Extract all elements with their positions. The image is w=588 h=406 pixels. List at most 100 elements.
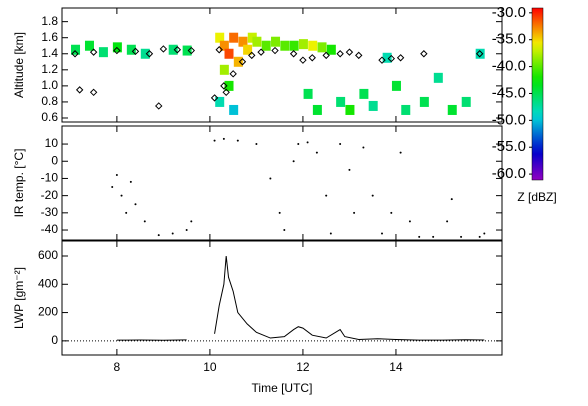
ir-point: [315, 151, 318, 154]
reflectivity-cell: [317, 42, 327, 53]
reflectivity-cell: [461, 96, 471, 107]
ir-point: [222, 137, 225, 140]
ir-point: [143, 220, 146, 223]
y-tick-label: 1.8: [41, 14, 58, 28]
cloud-base-marker: [378, 56, 386, 64]
reflectivity-cell: [168, 44, 178, 55]
y-tick-label: 600: [38, 248, 58, 262]
panel: 0.6 0.8 1.0 1.2 1.4 1.6 1.8 Altitude [km]: [12, 7, 503, 124]
cloud-base-marker: [420, 50, 428, 58]
plot-area: [111, 137, 486, 238]
reflectivity-cell: [71, 44, 81, 55]
frame: [61, 240, 503, 356]
cloud-base-marker: [222, 88, 230, 97]
colorbar-tick-label: -40.0: [492, 58, 526, 75]
reflectivity-cell: [433, 72, 443, 83]
ir-point: [339, 143, 342, 146]
cloud-base-marker: [131, 47, 140, 56]
cloud-base-marker: [71, 50, 79, 58]
cloud-base-marker: [396, 54, 405, 62]
reflectivity-cell: [391, 80, 401, 91]
cloud-base-marker: [187, 46, 196, 55]
cloud-base-marker: [210, 94, 219, 102]
ir-point: [255, 143, 258, 146]
ir-point: [125, 211, 128, 214]
reflectivity-cell: [140, 48, 150, 59]
cloud-base-marker: [159, 45, 168, 53]
reflectivity-cell: [229, 32, 239, 43]
ir-point: [329, 232, 332, 235]
reflectivity-cell: [126, 44, 136, 55]
x-tick-label: 10: [203, 360, 217, 374]
ir-point: [432, 235, 435, 238]
x-tick-label: 14: [389, 360, 403, 374]
y-tick-label: 200: [38, 305, 58, 319]
colorbar-tick-label: -50.0: [492, 111, 526, 128]
ir-point: [460, 235, 463, 238]
cloud-base-marker: [387, 54, 396, 63]
ir-point: [348, 168, 351, 171]
ir-point: [171, 232, 174, 235]
ir-point: [236, 139, 239, 142]
ir-point: [390, 211, 393, 214]
cloud-base-marker: [289, 50, 298, 58]
colorbar-tick-label: -55.0: [492, 138, 526, 155]
reflectivity-cell: [219, 40, 229, 51]
reflectivity-cell: [224, 48, 234, 59]
ir-point: [283, 229, 286, 232]
reflectivity-cell: [382, 52, 392, 63]
cloud-base-marker: [345, 48, 354, 56]
reflectivity-cell: [303, 88, 313, 99]
ir-point: [450, 198, 453, 201]
reflectivity-cell: [261, 40, 271, 51]
reflectivity-cell: [252, 36, 262, 47]
ir-point: [185, 229, 188, 232]
plot-area: [71, 32, 485, 115]
reflectivity-cell: [447, 104, 457, 115]
ir-point: [129, 180, 132, 183]
ir-point: [306, 141, 309, 144]
cloud-base-marker: [322, 51, 330, 60]
cloud-base-marker: [257, 48, 265, 56]
cloud-base-marker: [155, 102, 163, 110]
ir-point: [446, 220, 449, 223]
reflectivity-cell: [326, 44, 336, 55]
reflectivity-cell: [475, 48, 485, 59]
reflectivity-cell: [243, 44, 253, 55]
ir-point: [418, 235, 421, 238]
ir-point: [478, 235, 481, 238]
plot-area: [62, 255, 502, 342]
y-tick-label: 400: [38, 276, 58, 290]
cloud-base-marker: [308, 54, 316, 62]
panel: 10 0 -10 -20 -30 -40 IR temp. [°C]: [12, 125, 503, 241]
ir-point: [353, 211, 356, 214]
cloud-base-marker: [238, 58, 247, 66]
reflectivity-cell: [271, 36, 281, 47]
y-axis-label: IR temp. [°C]: [12, 149, 26, 218]
reflectivity-cell: [215, 96, 225, 107]
x-tick-label: 12: [296, 360, 310, 374]
y-tick-label: -20: [41, 188, 59, 202]
ir-point: [408, 220, 411, 223]
cloud-base-marker: [145, 50, 154, 58]
y-tick-label: 10: [45, 136, 59, 150]
y-tick-label: -30: [41, 205, 59, 219]
reflectivity-cell: [336, 96, 346, 107]
reflectivity-cell: [219, 64, 229, 75]
ir-point: [278, 211, 281, 214]
reflectivity-cell: [401, 104, 411, 115]
reflectivity-cell: [345, 104, 355, 115]
y-tick-label: 0: [51, 153, 58, 167]
reflectivity-cell: [247, 32, 257, 43]
y-tick-label: 0.8: [41, 94, 58, 108]
x-axis-label: Time [UTC]: [252, 381, 313, 395]
ir-point: [190, 220, 193, 223]
ir-point: [362, 146, 365, 149]
colorbar: [531, 7, 544, 181]
reflectivity-cell: [84, 40, 94, 51]
lwp-line: [116, 255, 485, 341]
reflectivity-cell: [419, 96, 429, 107]
y-tick-label: 1.0: [41, 78, 58, 92]
cloud-base-marker: [229, 70, 237, 78]
